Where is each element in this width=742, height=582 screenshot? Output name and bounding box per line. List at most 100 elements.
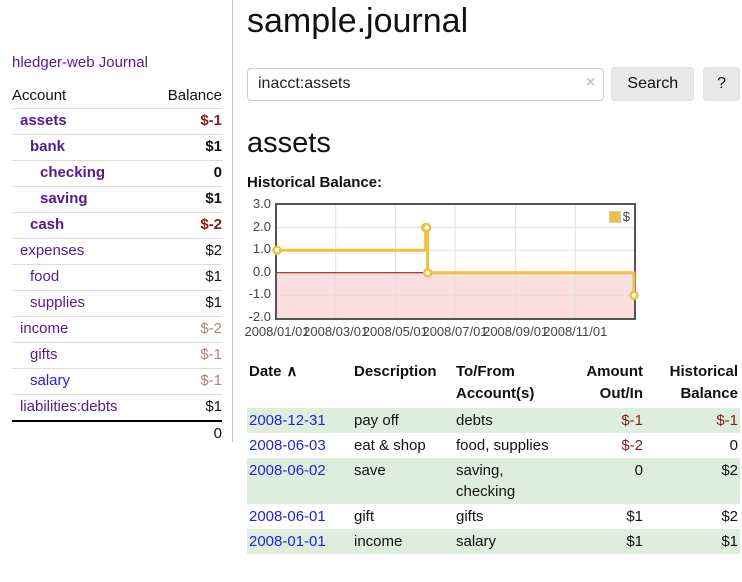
account-link[interactable]: salary	[30, 372, 70, 389]
transaction-description: eat & shop	[346, 433, 448, 458]
transaction-balance: $-1	[643, 408, 740, 433]
account-link[interactable]: assets	[20, 112, 67, 129]
historical-balance-chart: $ 3.02.01.00.0-1.0-2.02008/01/012008/03/…	[247, 201, 740, 341]
register-header-accounts: To/FromAccount(s)	[448, 359, 578, 408]
transaction-date-link[interactable]: 2008-06-01	[249, 508, 326, 525]
journal-nav-link[interactable]: Journal	[99, 54, 148, 71]
account-link[interactable]: income	[20, 320, 68, 337]
account-link[interactable]: food	[30, 268, 59, 285]
transaction-balance: $1	[643, 529, 740, 554]
transaction-amount: $-2	[578, 433, 643, 458]
page-title: sample.journal	[247, 2, 740, 41]
transaction-accounts: food, supplies	[448, 433, 578, 458]
x-axis-tick-label: 2008/01/01	[244, 324, 309, 339]
chart-label: Historical Balance:	[247, 174, 740, 191]
data-point-marker	[274, 247, 281, 254]
transaction-row: 2008-12-31 pay off debts $-1 $-1	[247, 408, 740, 433]
transaction-accounts: debts	[448, 408, 578, 433]
register-table: Date∧ Description To/FromAccount(s) Amou…	[247, 359, 740, 554]
account-row: checking 0	[12, 161, 222, 187]
account-row: income $-2	[12, 317, 222, 343]
transaction-description: income	[346, 529, 448, 554]
help-button[interactable]: ?	[703, 67, 740, 101]
accounts-table: Account Balance assets $-1 bank $1 check…	[12, 84, 222, 447]
account-link[interactable]: checking	[40, 164, 105, 181]
x-axis-tick-label: 2008/11/01	[543, 324, 607, 339]
sort-ascending-icon: ∧	[287, 363, 298, 380]
account-row: supplies $1	[12, 291, 222, 317]
account-balance: $-1	[151, 369, 222, 395]
x-axis-tick-label: 2008/03/01	[303, 324, 368, 339]
account-balance: $1	[151, 135, 222, 161]
register-header-date[interactable]: Date∧	[247, 359, 346, 408]
x-axis-tick-label: 2008/07/01	[422, 324, 487, 339]
account-link[interactable]: gifts	[30, 346, 58, 363]
y-axis-tick-label: -1.0	[247, 286, 271, 302]
account-row: food $1	[12, 265, 222, 291]
data-point-marker	[424, 269, 431, 276]
accounts-header-balance: Balance	[151, 84, 222, 109]
y-axis-tick-label: 1.0	[247, 241, 271, 257]
register-header-row: Date∧ Description To/FromAccount(s) Amou…	[247, 359, 740, 408]
account-link[interactable]: cash	[30, 216, 64, 233]
app-title-link[interactable]: hledger-web	[12, 54, 95, 71]
account-balance: $-2	[151, 317, 222, 343]
account-balance: $1	[151, 395, 222, 422]
accounts-total-row: 0	[12, 421, 222, 447]
clear-icon[interactable]: ×	[586, 75, 595, 91]
legend-label: $	[623, 209, 630, 224]
transaction-description: save	[346, 458, 448, 504]
transaction-date-link[interactable]: 2008-06-03	[249, 437, 326, 454]
search-input[interactable]	[247, 68, 604, 101]
account-row: gifts $-1	[12, 343, 222, 369]
register-header-balance: HistoricalBalance	[643, 359, 740, 408]
account-balance: $1	[151, 187, 222, 213]
transaction-description: pay off	[346, 408, 448, 433]
account-balance: 0	[151, 161, 222, 187]
transaction-row: 2008-01-01 income salary $1 $1	[247, 529, 740, 554]
account-link[interactable]: bank	[30, 138, 65, 155]
register-header-description: Description	[346, 359, 448, 408]
register-header-amount: AmountOut/In	[578, 359, 643, 408]
y-axis-tick-label: 2.0	[247, 219, 271, 235]
search-box: ×	[247, 68, 604, 101]
transaction-amount: $-1	[578, 408, 643, 433]
account-link[interactable]: supplies	[30, 294, 85, 311]
y-axis-tick-label: -2.0	[247, 309, 271, 325]
transaction-date-link[interactable]: 2008-01-01	[249, 533, 326, 550]
transaction-accounts: gifts	[448, 504, 578, 529]
y-axis-tick-label: 3.0	[247, 196, 271, 212]
account-link[interactable]: saving	[40, 190, 88, 207]
account-balance: $-1	[151, 109, 222, 135]
account-balance: $1	[151, 291, 222, 317]
sidebar: hledger-web Journal Account Balance asse…	[0, 0, 233, 442]
accounts-header-account: Account	[12, 84, 151, 109]
account-row: cash $-2	[12, 213, 222, 239]
account-row: assets $-1	[12, 109, 222, 135]
data-point-marker	[631, 292, 638, 299]
x-axis-tick-label: 2008/09/01	[483, 324, 548, 339]
chart-legend: $	[608, 209, 631, 224]
account-row: bank $1	[12, 135, 222, 161]
account-balance: $1	[151, 265, 222, 291]
data-point-marker	[423, 224, 430, 231]
account-row: expenses $2	[12, 239, 222, 265]
account-row: salary $-1	[12, 369, 222, 395]
account-link[interactable]: expenses	[20, 242, 84, 259]
account-balance: $-1	[151, 343, 222, 369]
transaction-amount: 0	[578, 458, 643, 504]
legend-swatch	[609, 211, 621, 223]
accounts-total-balance: 0	[151, 421, 222, 447]
transaction-date-link[interactable]: 2008-12-31	[249, 412, 326, 429]
x-axis-tick-label: 2008/05/01	[363, 324, 428, 339]
account-balance: $2	[151, 239, 222, 265]
transaction-row: 2008-06-01 gift gifts $1 $2	[247, 504, 740, 529]
account-heading: assets	[247, 127, 740, 160]
transaction-description: gift	[346, 504, 448, 529]
transaction-accounts: salary	[448, 529, 578, 554]
transaction-balance: 0	[643, 433, 740, 458]
transaction-date-link[interactable]: 2008-06-02	[249, 462, 326, 479]
chart-canvas	[277, 205, 634, 318]
search-button[interactable]: Search	[611, 67, 694, 101]
account-link[interactable]: liabilities:debts	[20, 398, 118, 415]
